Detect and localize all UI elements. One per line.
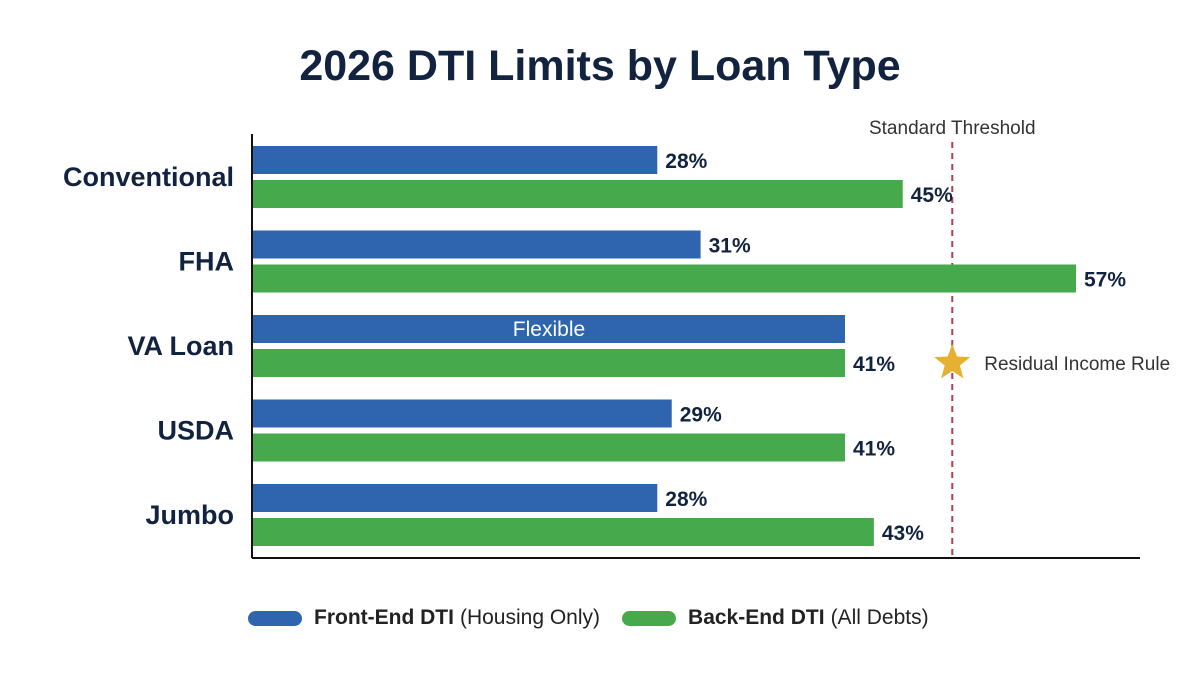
- bar-front-end-dti-va-loan: [253, 315, 845, 343]
- legend-qualifier-back-end: (All Debts): [830, 606, 929, 629]
- data-label-back-end-dti-va-loan: 41%: [853, 353, 895, 376]
- category-label-usda: USDA: [157, 416, 234, 446]
- bar-back-end-dti-fha: [253, 264, 1076, 293]
- legend-item-front-end: Front-End DTI (Housing Only): [248, 606, 600, 630]
- bar-front-end-dti-usda: [253, 399, 672, 428]
- legend-swatch-front-end: [248, 610, 302, 626]
- data-label-back-end-dti-conventional: 45%: [911, 184, 953, 207]
- data-label-front-end-dti-fha: 31%: [709, 235, 751, 258]
- category-label-conventional: Conventional: [63, 162, 234, 192]
- data-label-front-end-dti-conventional: 28%: [665, 150, 707, 173]
- legend-item-back-end: Back-End DTI (All Debts): [622, 606, 929, 630]
- legend-label-front-end: Front-End DTI: [314, 606, 454, 629]
- chart-title: 2026 DTI Limits by Loan Type: [299, 42, 901, 90]
- bar-inline-label-va-loan: Flexible: [513, 318, 585, 341]
- category-label-va-loan: VA Loan: [128, 331, 235, 361]
- data-label-back-end-dti-jumbo: 43%: [882, 522, 924, 545]
- category-label-fha: FHA: [179, 247, 235, 277]
- bar-back-end-dti-conventional: [253, 180, 903, 208]
- category-label-jumbo: Jumbo: [145, 500, 234, 530]
- data-label-front-end-dti-usda: 29%: [680, 404, 722, 427]
- star-icon: [934, 344, 971, 379]
- legend-label-back-end: Back-End DTI: [688, 606, 825, 629]
- bar-back-end-dti-jumbo: [253, 518, 874, 546]
- bar-front-end-dti-fha: [253, 230, 701, 259]
- legend: Front-End DTI (Housing Only) Back-End DT…: [248, 604, 929, 632]
- data-label-front-end-dti-jumbo: 28%: [665, 488, 707, 511]
- bar-back-end-dti-usda: [253, 433, 845, 462]
- data-label-back-end-dti-usda: 41%: [853, 438, 895, 461]
- legend-qualifier-front-end: (Housing Only): [459, 606, 601, 629]
- bar-front-end-dti-conventional: [253, 146, 658, 174]
- bar-front-end-dti-jumbo: [253, 484, 658, 512]
- threshold-label: Standard Threshold: [869, 118, 1036, 139]
- legend-swatch-back-end: [622, 610, 677, 626]
- bar-back-end-dti-va-loan: [253, 349, 845, 377]
- annotation-label: Residual Income Rule: [984, 354, 1170, 375]
- data-label-back-end-dti-fha: 57%: [1084, 269, 1126, 292]
